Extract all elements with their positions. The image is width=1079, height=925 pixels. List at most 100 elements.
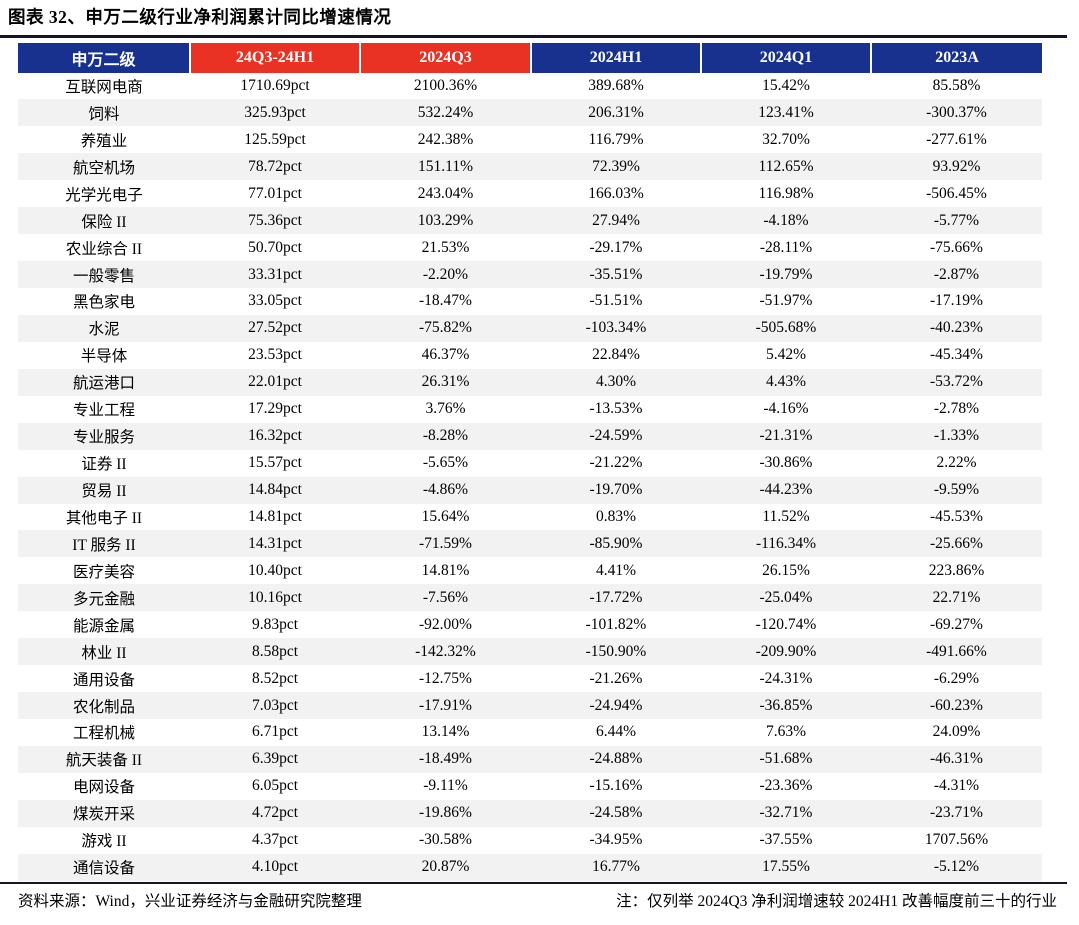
value-cell: 6.05pct <box>251 777 299 795</box>
value-cell: -45.53% <box>930 507 983 525</box>
industry-name-cell: 贸易 II <box>81 483 127 501</box>
value-cell: -13.53% <box>589 400 643 418</box>
industry-name-cell: 农化制品 <box>72 698 135 716</box>
value-cell: 123.41% <box>758 103 814 121</box>
value-cell: -44.23% <box>759 481 813 499</box>
column-header-2024q3: 2024Q3 <box>359 42 531 73</box>
value-cell: -25.66% <box>930 534 983 552</box>
value-cell: -2.78% <box>933 400 980 418</box>
value-cell: 325.93pct <box>244 103 306 121</box>
table-row: 林业 II 8.58pct -142.32% -150.90% -209.90% -491… <box>18 638 1042 666</box>
value-cell: -45.34% <box>930 346 983 364</box>
value-cell: -24.58% <box>589 804 643 822</box>
industry-name-cell: 光学光电子 <box>65 186 143 204</box>
value-cell: -1.33% <box>933 427 980 445</box>
value-cell: 4.10pct <box>251 858 299 876</box>
industry-name-cell: IT 服务 II <box>72 536 136 554</box>
value-cell: -101.82% <box>585 615 647 633</box>
value-cell: 125.59pct <box>244 130 306 148</box>
table-row: 半导体 23.53pct 46.37% 22.84% 5.42% -45.34% <box>18 342 1042 369</box>
value-cell: -92.00% <box>419 615 472 633</box>
table-row: 饲料 325.93pct 532.24% 206.31% 123.41% -300.37% <box>18 99 1042 127</box>
value-cell: 116.79% <box>588 130 644 148</box>
table-row: 养殖业 125.59pct 242.38% 116.79% 32.70% -277.61% <box>18 126 1042 153</box>
value-cell: -28.11% <box>759 238 813 256</box>
industry-name-cell: 游戏 II <box>81 833 127 851</box>
value-cell: -21.31% <box>759 427 813 445</box>
industry-name-cell: 其他电子 II <box>65 509 143 527</box>
value-cell: -15.16% <box>589 777 643 795</box>
value-cell: -2.87% <box>933 265 980 283</box>
value-cell: -51.68% <box>759 750 813 768</box>
value-cell: -19.86% <box>419 804 472 822</box>
table-row: 黑色家电 33.05pct -18.47% -51.51% -51.97% -17.19% <box>18 288 1042 315</box>
value-cell: -69.27% <box>930 615 983 633</box>
value-cell: 33.05pct <box>248 292 302 310</box>
value-cell: -142.32% <box>415 642 476 660</box>
value-cell: -17.19% <box>930 292 983 310</box>
value-cell: 27.94% <box>592 211 640 229</box>
value-cell: 75.36pct <box>248 211 302 229</box>
value-cell: -34.95% <box>589 831 643 849</box>
table-row: IT 服务 II 14.31pct -71.59% -85.90% -116.34% -2… <box>18 530 1042 558</box>
value-cell: -7.56% <box>422 588 469 606</box>
figure-note: 注：仅列举 2024Q3 净利润增速较 2024H1 改善幅度前三十的行业 <box>616 892 1057 910</box>
table-row: 其他电子 II 14.81pct 15.64% 0.83% 11.52% -45.53% <box>18 504 1042 531</box>
value-cell: 16.77% <box>592 858 640 876</box>
value-cell: -17.72% <box>589 588 643 606</box>
industry-name-cell: 半导体 <box>80 348 128 366</box>
value-cell: 24.09% <box>932 723 981 741</box>
column-header-2024q1: 2024Q1 <box>700 42 871 73</box>
industry-name-cell: 通用设备 <box>72 671 135 689</box>
table-row: 能源金属 9.83pct -92.00% -101.82% -120.74% -69.27… <box>18 611 1042 638</box>
value-cell: -5.65% <box>422 454 469 472</box>
value-cell: -21.26% <box>589 669 643 687</box>
industry-name-cell: 黑色家电 <box>72 294 135 312</box>
value-cell: -53.72% <box>930 373 983 391</box>
value-cell: 4.43% <box>765 373 807 391</box>
value-cell: -36.85% <box>759 696 813 714</box>
value-cell: -18.49% <box>419 750 472 768</box>
value-cell: 8.58pct <box>251 642 299 660</box>
table-row: 工程机械 6.71pct 13.14% 6.44% 7.63% 24.09% <box>18 719 1042 746</box>
value-cell: -505.68% <box>755 319 817 337</box>
column-header-24q3-24h1: 24Q3-24H1 <box>189 42 360 73</box>
table-row: 农业综合 II 50.70pct 21.53% -29.17% -28.11% -75.6… <box>18 234 1042 261</box>
value-cell: 50.70pct <box>248 238 302 256</box>
value-cell: -5.77% <box>933 211 980 229</box>
value-cell: -19.79% <box>759 265 813 283</box>
table-row: 一般零售 33.31pct -2.20% -35.51% -19.79% -2.87% <box>18 261 1042 288</box>
value-cell: -5.12% <box>933 858 980 876</box>
industry-name-cell: 电网设备 <box>72 779 135 797</box>
footer: 资料来源：Wind，兴业证券经济与金融研究院整理 注：仅列举 2024Q3 净利… <box>0 884 1079 911</box>
value-cell: -24.31% <box>759 669 813 687</box>
value-cell: 26.31% <box>421 373 470 391</box>
table-row: 通用设备 8.52pct -12.75% -21.26% -24.31% -6.29% <box>18 665 1042 692</box>
table-row: 航天装备 II 6.39pct -18.49% -24.88% -51.68% -46.3… <box>18 745 1042 773</box>
value-cell: 206.31% <box>588 103 644 121</box>
table-row: 农化制品 7.03pct -17.91% -24.94% -36.85% -60.23% <box>18 692 1042 719</box>
value-cell: 8.52pct <box>251 669 299 687</box>
value-cell: -37.55% <box>759 831 813 849</box>
table-row: 证券 II 15.57pct -5.65% -21.22% -30.86% 2.22% <box>18 450 1042 477</box>
value-cell: 33.31pct <box>248 265 302 283</box>
value-cell: 17.55% <box>762 858 810 876</box>
value-cell: -12.75% <box>419 669 472 687</box>
value-cell: 10.40pct <box>248 561 302 579</box>
table-row: 游戏 II 4.37pct -30.58% -34.95% -37.55% 1707.56… <box>18 827 1042 854</box>
value-cell: 14.81% <box>421 561 470 579</box>
title-divider <box>0 34 1067 38</box>
figure-title: 图表 32、申万二级行业净利润累计同比增速情况 <box>8 7 392 27</box>
value-cell: 0.83% <box>595 507 637 525</box>
value-cell: 389.68% <box>588 76 644 94</box>
industry-name-cell: 医疗美容 <box>72 563 135 581</box>
industry-growth-table: 申万二级 24Q3-24H1 2024Q3 2024H1 2024Q1 2023A 互联网… <box>18 42 1042 881</box>
value-cell: -4.86% <box>422 481 469 499</box>
industry-name-cell: 一般零售 <box>72 267 135 285</box>
value-cell: -24.94% <box>589 696 643 714</box>
value-cell: 112.65% <box>758 157 814 175</box>
table-row: 光学光电子 77.01pct 243.04% 166.03% 116.98% -506.4… <box>18 180 1042 207</box>
table-row: 专业工程 17.29pct 3.76% -13.53% -4.16% -2.78% <box>18 396 1042 423</box>
value-cell: 15.57pct <box>248 454 302 472</box>
value-cell: 17.29pct <box>248 400 302 418</box>
